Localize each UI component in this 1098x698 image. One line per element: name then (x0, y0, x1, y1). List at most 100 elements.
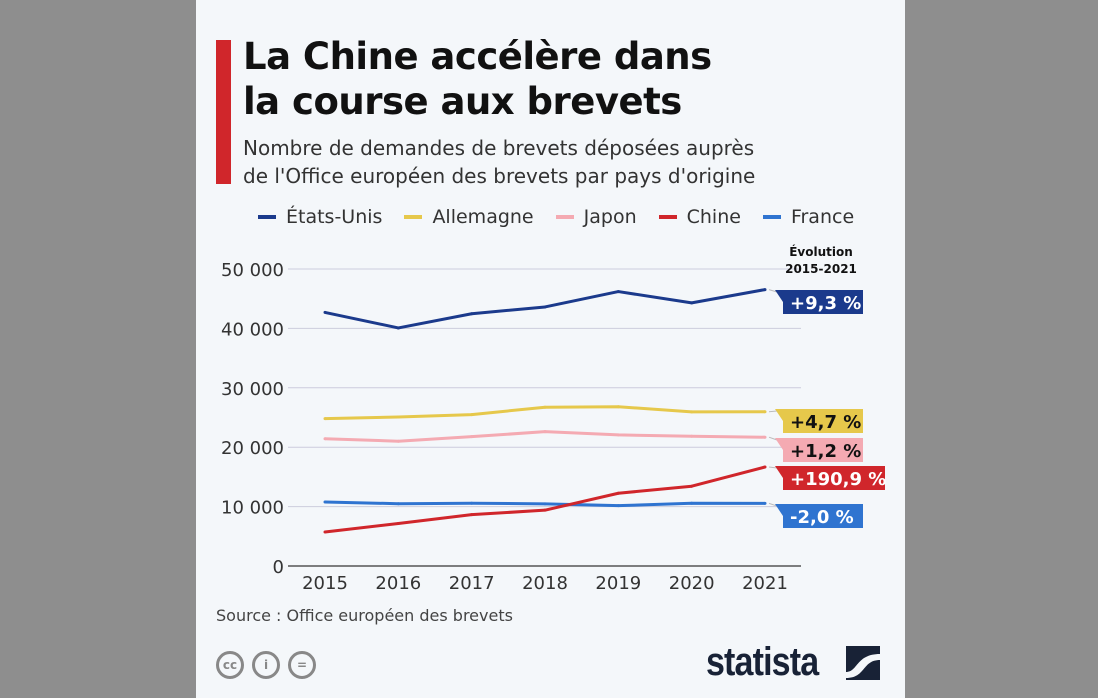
y-tick-label: 20 000 (221, 438, 284, 459)
leader-line (768, 436, 778, 441)
leader-line (768, 289, 778, 293)
data-point (396, 439, 400, 443)
leader-line (768, 466, 778, 469)
data-point (470, 501, 474, 505)
change-label: +190,9 % (768, 466, 886, 490)
x-tick-label: 2016 (375, 573, 421, 594)
line-chart: 0 10 000 20 000 30 000 40 000 50 000 2015 2016 2… (221, 244, 886, 594)
statista-logo: statista (706, 640, 881, 685)
y-tick-label: 10 000 (221, 498, 284, 519)
series-line-3 (324, 465, 766, 534)
label-tab (775, 290, 783, 302)
x-tick-label: 2017 (449, 573, 495, 594)
change-value: +4,7 % (790, 412, 861, 433)
title-line: la course aux brevets (243, 80, 682, 123)
x-tick-label: 2020 (669, 573, 715, 594)
label-tab (775, 409, 783, 421)
legend-item: États-Unis (258, 206, 382, 228)
data-point (543, 502, 547, 506)
subtitle-line: Nombre de demandes de brevets déposées a… (243, 136, 755, 160)
statista-logo-icon (846, 645, 881, 680)
legend: États-Unis Allemagne Japon Chine France (258, 206, 854, 228)
label-box (783, 504, 863, 528)
data-point (690, 501, 694, 505)
data-point (323, 310, 327, 314)
change-value: +190,9 % (790, 469, 886, 490)
y-tick-label: 50 000 (221, 260, 284, 281)
legend-swatch (555, 215, 574, 219)
x-tick-label: 2015 (302, 573, 348, 594)
nd-icon: = (288, 651, 316, 679)
accent-bar (216, 40, 231, 184)
evolution-header: Évolution (789, 244, 853, 259)
data-point (323, 530, 327, 534)
source: Source : Office européen des brevets (216, 606, 513, 625)
data-point (616, 504, 620, 508)
data-point (470, 435, 474, 439)
data-point (690, 434, 694, 438)
legend-swatch (658, 215, 677, 219)
evolution-header: 2015-2021 (785, 262, 857, 276)
data-point (616, 405, 620, 409)
data-point (763, 410, 767, 414)
change-value: -2,0 % (790, 507, 854, 528)
infographic-card: La Chine accélère dans la course aux brev… (196, 0, 905, 698)
label-box (783, 438, 863, 462)
data-point (763, 288, 767, 292)
legend-item: Allemagne (404, 206, 534, 228)
subtitle: Nombre de demandes de brevets déposées a… (243, 134, 755, 190)
data-point (323, 437, 327, 441)
change-value: +1,2 % (790, 441, 861, 462)
legend-swatch (762, 215, 781, 219)
data-point (543, 305, 547, 309)
label-tab (775, 504, 783, 516)
data-point (690, 410, 694, 414)
data-point (470, 312, 474, 316)
logo-text: statista (706, 640, 819, 684)
x-tick-label: 2018 (522, 573, 568, 594)
license-icons: cc i = (216, 651, 316, 679)
label-tab (775, 438, 783, 450)
change-label: +9,3 % (768, 289, 863, 314)
change-label: -2,0 % (768, 502, 863, 528)
legend-item: France (762, 206, 854, 228)
leader-line (768, 410, 778, 413)
data-point (396, 502, 400, 506)
series-line-0 (324, 288, 766, 330)
data-point (323, 500, 327, 504)
y-tick-label: 40 000 (221, 319, 284, 340)
data-point (543, 405, 547, 409)
legend-label: Allemagne (432, 206, 534, 228)
data-point (323, 417, 327, 421)
subtitle-line: de l'Office européen des brevets par pay… (243, 164, 756, 188)
by-icon: i (252, 651, 280, 679)
page-title: La Chine accélère dans la course aux brev… (243, 34, 712, 124)
legend-swatch (258, 215, 276, 219)
legend-label: Japon (583, 206, 637, 228)
change-label: +1,2 % (768, 436, 863, 462)
cc-icon: cc (216, 651, 244, 679)
change-value: +9,3 % (790, 293, 861, 314)
legend-swatch (404, 215, 423, 219)
data-point (470, 413, 474, 417)
label-tab (775, 466, 783, 478)
y-tick-label: 0 (273, 557, 284, 578)
legend-label: Chine (686, 206, 741, 228)
legend-item: Japon (555, 206, 637, 228)
legend-item: Chine (658, 206, 741, 228)
legend-label: États-Unis (286, 206, 383, 228)
data-point (763, 501, 767, 505)
data-point (396, 522, 400, 526)
data-point (543, 430, 547, 434)
data-point (543, 508, 547, 512)
y-tick-label: 30 000 (221, 379, 284, 400)
data-point (616, 290, 620, 294)
leader-line (768, 502, 778, 507)
data-point (690, 484, 694, 488)
label-box (783, 409, 863, 433)
x-tick-label: 2021 (742, 573, 788, 594)
data-point (616, 433, 620, 437)
data-point (396, 415, 400, 419)
title-line: La Chine accélère dans (243, 35, 712, 78)
data-point (690, 301, 694, 305)
